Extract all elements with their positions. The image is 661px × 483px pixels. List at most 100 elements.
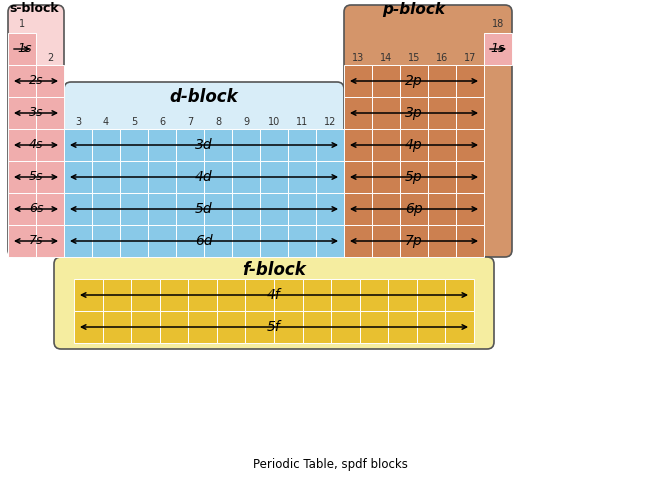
Text: 5p: 5p	[405, 170, 423, 184]
Bar	[176, 193, 204, 225]
Bar	[316, 225, 344, 257]
Bar	[316, 193, 344, 225]
Bar	[204, 161, 232, 193]
Bar	[400, 65, 428, 97]
Bar	[36, 193, 64, 225]
Bar	[64, 225, 92, 257]
Bar	[204, 193, 232, 225]
Bar	[260, 193, 288, 225]
Bar	[344, 129, 372, 161]
Bar	[160, 311, 188, 343]
Bar	[260, 161, 288, 193]
Text: 16: 16	[436, 53, 448, 63]
Text: 6s: 6s	[28, 202, 43, 215]
Bar	[232, 193, 260, 225]
Bar	[217, 311, 245, 343]
Bar	[120, 225, 148, 257]
Bar	[64, 161, 92, 193]
Bar	[372, 97, 400, 129]
Bar	[131, 311, 160, 343]
Text: 6d: 6d	[195, 234, 213, 248]
Bar	[344, 161, 372, 193]
Bar	[64, 129, 92, 161]
Bar	[8, 97, 36, 129]
Bar	[428, 65, 456, 97]
Bar	[148, 225, 176, 257]
Bar	[417, 279, 446, 311]
Text: 2p: 2p	[405, 74, 423, 88]
Text: 10: 10	[268, 117, 280, 127]
Bar	[36, 65, 64, 97]
Text: 5d: 5d	[195, 202, 213, 216]
Bar	[74, 311, 102, 343]
Bar	[274, 279, 303, 311]
Bar	[456, 97, 484, 129]
Bar	[131, 279, 160, 311]
Bar	[456, 193, 484, 225]
Bar	[36, 129, 64, 161]
Bar	[400, 193, 428, 225]
Text: 13: 13	[352, 53, 364, 63]
Bar	[344, 97, 372, 129]
Bar	[400, 129, 428, 161]
Bar	[92, 225, 120, 257]
Text: 4p: 4p	[405, 138, 423, 152]
Bar	[245, 311, 274, 343]
Bar	[120, 129, 148, 161]
Bar	[120, 193, 148, 225]
Text: 6p: 6p	[405, 202, 423, 216]
Bar	[428, 193, 456, 225]
Bar	[400, 225, 428, 257]
Text: 3s: 3s	[28, 106, 43, 119]
Bar	[400, 97, 428, 129]
Text: 4d: 4d	[195, 170, 213, 184]
Text: 17: 17	[464, 53, 476, 63]
Bar	[8, 193, 36, 225]
Bar	[428, 97, 456, 129]
Bar	[188, 311, 217, 343]
Bar	[446, 311, 474, 343]
Bar	[456, 129, 484, 161]
Bar	[372, 129, 400, 161]
Bar	[456, 225, 484, 257]
Text: 12: 12	[324, 117, 336, 127]
Bar	[428, 129, 456, 161]
FancyBboxPatch shape	[8, 5, 64, 257]
Text: 11: 11	[296, 117, 308, 127]
Bar	[8, 225, 36, 257]
Bar	[303, 311, 331, 343]
Bar	[232, 225, 260, 257]
Text: 15: 15	[408, 53, 420, 63]
Bar	[92, 161, 120, 193]
Bar	[428, 161, 456, 193]
Text: 7s: 7s	[28, 235, 43, 247]
Bar	[217, 279, 245, 311]
Bar	[446, 279, 474, 311]
Text: 4s: 4s	[28, 139, 43, 152]
FancyBboxPatch shape	[54, 257, 494, 349]
Bar	[36, 97, 64, 129]
Text: 1: 1	[19, 19, 25, 29]
Bar	[148, 193, 176, 225]
Bar	[176, 161, 204, 193]
Bar	[8, 65, 36, 97]
Bar	[288, 129, 316, 161]
Bar	[8, 33, 36, 65]
Bar	[360, 311, 388, 343]
Text: 9: 9	[243, 117, 249, 127]
Bar	[245, 279, 274, 311]
Bar	[288, 225, 316, 257]
Bar	[74, 279, 102, 311]
Bar	[260, 129, 288, 161]
Bar	[274, 311, 303, 343]
Bar	[360, 279, 388, 311]
FancyBboxPatch shape	[64, 82, 344, 257]
Bar	[372, 225, 400, 257]
Bar	[148, 161, 176, 193]
Bar	[344, 225, 372, 257]
Text: 8: 8	[215, 117, 221, 127]
Bar	[372, 161, 400, 193]
Text: 3p: 3p	[405, 106, 423, 120]
Text: 5f: 5f	[267, 320, 281, 334]
FancyBboxPatch shape	[344, 5, 512, 257]
